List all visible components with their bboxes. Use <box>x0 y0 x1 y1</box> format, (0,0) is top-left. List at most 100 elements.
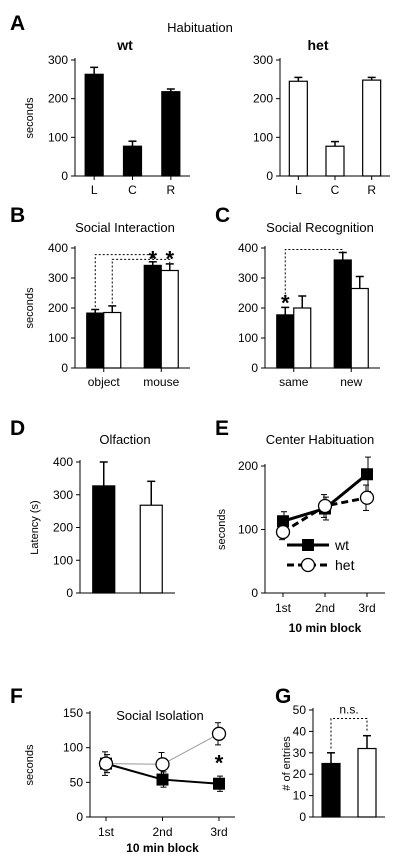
chart-e-legend-marker <box>300 557 316 573</box>
chart-e-x-tick-label: 3rd <box>358 601 375 615</box>
chart-e-x-label: 10 min block <box>289 621 362 635</box>
chart-d-bar <box>92 485 116 594</box>
panel-label-b: B <box>10 204 25 227</box>
chart-f-point <box>98 756 114 771</box>
chart-d-y-tick-label: 200 <box>53 521 73 535</box>
chart-b-comparison-bracket <box>94 254 154 308</box>
chart-a1-y-tick-label: 100 <box>48 130 68 144</box>
chart-b-comparison-bracket <box>111 258 171 304</box>
chart-a2-x-tick-label: R <box>367 183 376 197</box>
chart-a1-x-tick-label: C <box>128 183 137 197</box>
chart-c-bar <box>293 307 312 369</box>
chart-a2-bar <box>325 145 345 177</box>
chart-c-bar <box>350 287 369 369</box>
chart-f-y-tick-label: 0 <box>76 810 83 824</box>
chart-f-y-tick-label: 100 <box>63 741 83 755</box>
chart-b-x-tick-label: object <box>88 375 121 389</box>
chart-e-legend-label: wt <box>334 537 349 553</box>
chart-e-legend-label: het <box>335 557 355 573</box>
chart-c-x-tick-label: new <box>340 375 362 389</box>
chart-f-point <box>155 757 170 772</box>
chart-a1-x-tick-label: L <box>91 183 98 197</box>
chart-g-ns-label: n.s. <box>339 703 358 717</box>
chart-d-y-tick-label: 400 <box>53 455 73 469</box>
chart-b-bar <box>160 269 179 369</box>
chart-d-y-tick-label: 300 <box>53 488 73 502</box>
chart-a2-x-tick-label: C <box>331 183 340 197</box>
chart-b-bar <box>103 311 122 369</box>
panel-label-e: E <box>215 417 229 440</box>
chart-g-y-tick-label: 30 <box>293 746 307 760</box>
chart-f-point <box>211 726 227 741</box>
chart-a1-x-tick-label: R <box>166 183 175 197</box>
chart-d-bar <box>139 504 163 594</box>
chart-a1-subtitle: wt <box>116 37 133 53</box>
chart-g-bar <box>321 762 341 818</box>
chart-c-x-tick-label: same <box>279 375 309 389</box>
chart-g-y-tick-label: 0 <box>299 810 306 824</box>
chart-e-y-tick-label: 100 <box>238 523 258 537</box>
chart-e-point <box>275 524 291 540</box>
chart-c-y-tick-label: 100 <box>238 331 258 345</box>
chart-b-y-tick-label: 0 <box>61 361 68 375</box>
chart-c-y-tick-label: 200 <box>238 301 258 315</box>
chart-a1-y-tick-label: 200 <box>48 92 68 106</box>
chart-g-bar <box>357 747 377 818</box>
chart-b-bar <box>86 312 105 369</box>
chart-a2-y-tick-label: 0 <box>266 169 273 183</box>
chart-g-ns-bracket <box>330 718 368 749</box>
chart-b-y-tick-label: 400 <box>48 241 68 255</box>
panel-label-f: F <box>10 685 23 708</box>
chart-c-significance-star: * <box>281 290 290 315</box>
chart-f-x-tick-label: 2nd <box>152 825 172 839</box>
chart-c-title: Social Recognition <box>266 220 374 235</box>
chart-a2-bar <box>362 79 382 177</box>
panel-label-d: D <box>10 417 25 440</box>
chart-f-y-label: seconds <box>24 744 36 785</box>
chart-c-y-tick-label: 400 <box>238 241 258 255</box>
chart-a1-bar <box>84 73 104 177</box>
chart-f-significance-star: * <box>215 751 224 776</box>
chart-b-y-label: seconds <box>24 287 36 328</box>
chart-g-y-label: # of entries <box>281 736 293 791</box>
chart-d-y-tick-label: 0 <box>66 586 73 600</box>
chart-e-y-tick-label: 200 <box>238 459 258 473</box>
chart-c-comparison-bracket <box>284 249 344 299</box>
chart-f-x-label: 10 min block <box>126 841 199 855</box>
chart-b-x-tick-label: mouse <box>143 375 179 389</box>
chart-b-y-tick-label: 200 <box>48 301 68 315</box>
chart-e-point <box>359 490 375 505</box>
chart-e-y-label: seconds <box>216 509 228 550</box>
chart-g-y-tick-label: 20 <box>293 767 307 781</box>
chart-c-bar <box>276 314 295 369</box>
chart-a2-y-tick-label: 200 <box>253 92 273 106</box>
chart-e-point <box>361 468 373 481</box>
chart-b-bar <box>143 264 162 369</box>
chart-e-point <box>317 498 333 514</box>
chart-d-y-label: Latency (s) <box>29 500 41 554</box>
chart-f-x-tick-label: 1st <box>98 825 115 839</box>
chart-b-y-tick-label: 100 <box>48 331 68 345</box>
chart-e-x-tick-label: 2nd <box>315 601 335 615</box>
chart-a2-subtitle: het <box>308 37 329 53</box>
chart-a2-bar <box>288 80 308 177</box>
chart-e-x-tick-label: 1st <box>275 601 292 615</box>
chart-a1-y-tick-label: 300 <box>48 53 68 67</box>
chart-a2-y-tick-label: 300 <box>253 53 273 67</box>
chart-e-y-tick-label: 0 <box>251 586 258 600</box>
chart-f-point <box>156 773 169 786</box>
chart-d-title: Olfaction <box>99 432 150 447</box>
chart-e-legend-marker <box>302 539 314 551</box>
chart-g-y-tick-label: 50 <box>293 703 307 717</box>
chart-f-x-tick-label: 3rd <box>210 825 227 839</box>
panel-label-a: A <box>10 12 25 35</box>
chart-f-y-tick-label: 150 <box>63 706 83 720</box>
panel-label-g: G <box>275 685 291 708</box>
chart-c-y-tick-label: 0 <box>251 361 258 375</box>
chart-d-y-tick-label: 100 <box>53 553 73 567</box>
chart-b-title: Social Interaction <box>75 220 175 235</box>
chart-c-bar <box>333 259 352 369</box>
chart-a1-title: Habituation <box>167 20 233 35</box>
